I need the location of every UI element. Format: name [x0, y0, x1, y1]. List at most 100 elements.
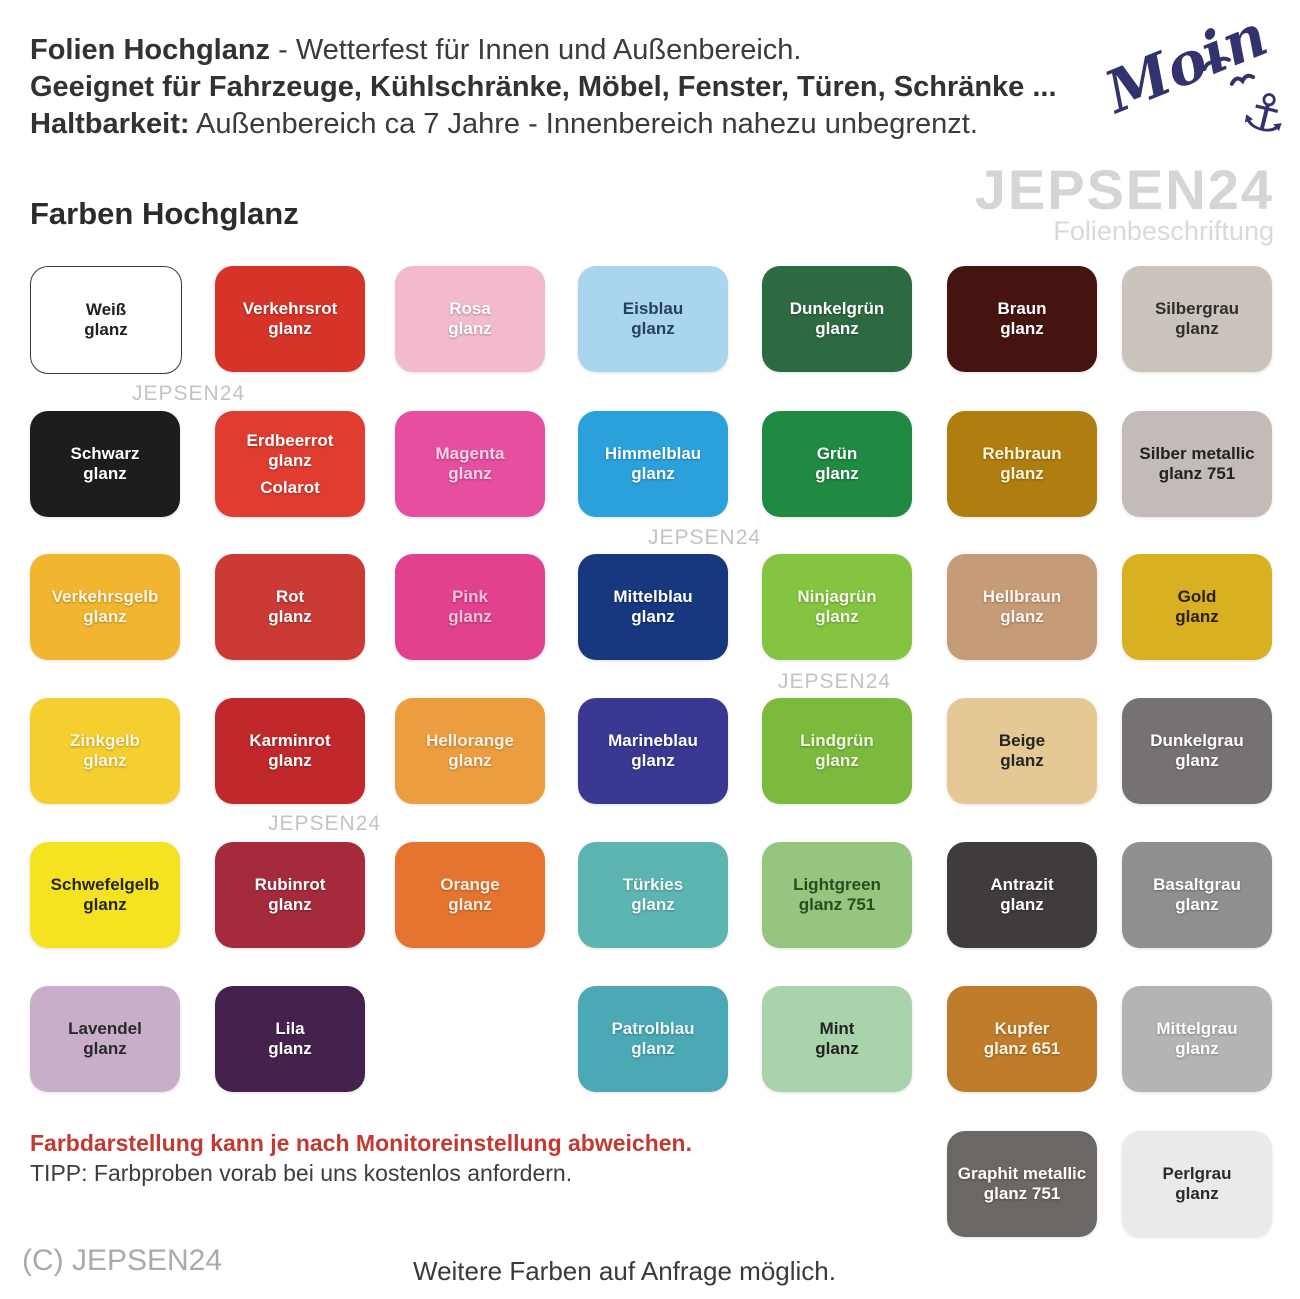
swatch-hellorange: Hellorange glanz — [395, 698, 545, 804]
swatch-orange: Orange glanz — [395, 842, 545, 948]
swatch-label: Antrazit — [990, 875, 1054, 894]
intro-line-3-bold: Haltbarkeit: — [30, 108, 190, 140]
swatch-label: Zinkgelb — [70, 731, 140, 750]
swatch-label: glanz — [83, 1039, 127, 1058]
swatch-label: glanz — [268, 751, 312, 770]
swatch-verkehrsgelb: Verkehrsgelb glanz — [30, 554, 180, 660]
swatch-label: glanz — [83, 607, 127, 626]
swatch-label: Perlgrau — [1162, 1164, 1232, 1183]
watermark-text: JEPSEN24 — [268, 812, 382, 835]
swatch-gold: Gold glanz — [1122, 554, 1272, 660]
swatch-label: glanz — [631, 751, 675, 770]
swatch-label: glanz — [1000, 319, 1044, 338]
swatch-dunkelgrau: Dunkelgrau glanz — [1122, 698, 1272, 804]
swatch-label: glanz — [448, 751, 492, 770]
swatch-verkehrsrot: Verkehrsrot glanz — [215, 266, 365, 372]
moin-logo: Moin ⚓ — [1094, 14, 1295, 144]
swatch-ninjagruen: Ninjagrün glanz — [762, 554, 912, 660]
swatch-lightgreen-751: Lightgreen glanz 751 — [762, 842, 912, 948]
brand-watermark: JEPSEN24 Folienbeschriftung — [974, 158, 1274, 246]
swatch-label: glanz — [448, 607, 492, 626]
swatch-label: Braun — [997, 299, 1047, 318]
swatch-himmelblau: Himmelblau glanz — [578, 411, 728, 517]
swatch-label: glanz — [631, 895, 675, 914]
swatch-mittelgrau: Mittelgrau glanz — [1122, 986, 1272, 1092]
swatch-label: Schwefelgelb — [50, 875, 160, 894]
swatch-label: glanz — [1175, 1039, 1219, 1058]
swatch-label: Lightgreen — [793, 875, 881, 894]
swatch-label: Orange — [440, 875, 500, 894]
swatch-label: glanz — [1175, 751, 1219, 770]
swatch-label: Mint — [819, 1019, 855, 1038]
intro-line-1: Folien Hochglanz - Wetterfest für Innen … — [30, 32, 1057, 69]
swatch-label: glanz — [448, 895, 492, 914]
swatch-pink: Pink glanz — [395, 554, 545, 660]
swatch-label: glanz 651 — [983, 1039, 1061, 1058]
swatch-label: Erdbeerrot — [246, 430, 334, 450]
swatch-label: Rubinrot — [254, 875, 326, 894]
footer-warning: Farbdarstellung kann je nach Monitoreins… — [30, 1130, 692, 1156]
intro-text: Folien Hochglanz - Wetterfest für Innen … — [30, 32, 1057, 143]
swatch-rubinrot: Rubinrot glanz — [215, 842, 365, 948]
footer-note: Farbdarstellung kann je nach Monitoreins… — [30, 1128, 692, 1188]
anchor-icon: ⚓ — [1235, 79, 1295, 144]
swatch-label: glanz — [83, 895, 127, 914]
swatch-label: glanz — [1000, 607, 1044, 626]
swatch-label: glanz — [815, 464, 859, 483]
swatch-label: glanz — [84, 320, 128, 339]
more-colors-note: Weitere Farben auf Anfrage möglich. — [413, 1256, 836, 1286]
swatch-label: Magenta — [435, 444, 505, 463]
swatch-label: Graphit metallic — [957, 1164, 1087, 1183]
swatch-zinkgelb: Zinkgelb glanz — [30, 698, 180, 804]
brand-watermark-title: JEPSEN24 — [974, 158, 1274, 221]
watermark-text: JEPSEN24 — [648, 526, 762, 549]
swatch-magenta: Magenta glanz — [395, 411, 545, 517]
swatch-perlgrau: Perlgrau glanz — [1122, 1131, 1272, 1237]
swatch-label: Dunkelgrau — [1150, 731, 1244, 750]
bird-icon — [1202, 56, 1256, 86]
intro-line-1-bold: Folien Hochglanz — [30, 34, 271, 66]
intro-line-1-rest: - Wetterfest für Innen und Außenbereich. — [270, 34, 802, 66]
swatch-beige: Beige glanz — [947, 698, 1097, 804]
intro-line-3-rest: Außenbereich ca 7 Jahre - Innenbereich n… — [189, 108, 978, 140]
swatch-label: glanz — [631, 1039, 675, 1058]
swatch-label: glanz 751 — [798, 895, 876, 914]
swatch-graphit-metallic-751: Graphit metallic glanz 751 — [947, 1131, 1097, 1237]
swatch-label: Patrolblau — [611, 1019, 695, 1038]
brand-watermark-subtitle: Folienbeschriftung — [1053, 216, 1274, 246]
swatch-label: Kupfer — [994, 1019, 1050, 1038]
swatch-label: glanz — [1175, 895, 1219, 914]
swatch-label: Himmelblau — [604, 444, 702, 463]
swatch-label: Silbergrau — [1154, 299, 1240, 318]
swatch-karminrot: Karminrot glanz — [215, 698, 365, 804]
swatch-label: glanz — [268, 319, 312, 338]
swatch-rot: Rot glanz — [215, 554, 365, 660]
swatch-label: Karminrot — [249, 731, 331, 750]
footer-tip: TIPP: Farbproben vorab bei uns kostenlos… — [30, 1160, 573, 1186]
swatch-label: glanz — [1000, 895, 1044, 914]
swatch-label: Hellorange — [426, 731, 514, 750]
swatch-label: Schwarz — [70, 444, 140, 463]
swatch-label: Mittelgrau — [1156, 1019, 1238, 1038]
swatch-rehbraun: Rehbraun glanz — [947, 411, 1097, 517]
swatch-marineblau: Marineblau glanz — [578, 698, 728, 804]
swatch-eisblau: Eisblau glanz — [578, 266, 728, 372]
swatch-gruen: Grün glanz — [762, 411, 912, 517]
swatch-label: Verkehrsgelb — [51, 587, 159, 606]
swatch-silber-metallic-751: Silber metallic glanz 751 — [1122, 411, 1272, 517]
swatch-label: Lavendel — [68, 1019, 142, 1038]
swatch-label: glanz — [815, 607, 859, 626]
swatch-label: Basaltgrau — [1153, 875, 1241, 894]
swatch-weiss: Weiß glanz — [30, 266, 182, 374]
swatch-kupfer-651: Kupfer glanz 651 — [947, 986, 1097, 1092]
intro-line-2: Geeignet für Fahrzeuge, Kühlschränke, Mö… — [30, 71, 1057, 103]
swatch-label: glanz — [1175, 607, 1219, 626]
swatch-label: Marineblau — [608, 731, 698, 750]
swatch-dunkelgruen: Dunkelgrün glanz — [762, 266, 912, 372]
swatch-label: glanz — [1175, 319, 1219, 338]
swatch-label: glanz — [815, 751, 859, 770]
swatch-label: Lila — [275, 1019, 305, 1038]
swatch-label: Gold — [1177, 587, 1217, 606]
swatch-label: glanz — [1000, 751, 1044, 770]
swatch-label: Rosa — [449, 299, 491, 318]
